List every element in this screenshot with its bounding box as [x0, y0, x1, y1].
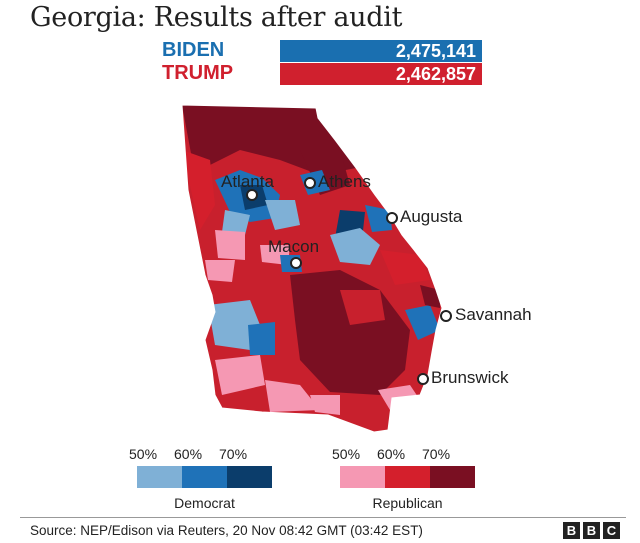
legend-swatch-rep-70	[430, 466, 475, 488]
legend-swatch-rep-50	[340, 466, 385, 488]
city-label-brunswick: Brunswick	[431, 368, 509, 387]
legend-swatch-dem-60	[182, 466, 227, 488]
city-label-savannah: Savannah	[455, 305, 532, 324]
city-label-athens: Athens	[318, 172, 371, 191]
bbc-logo: B B C	[563, 522, 620, 539]
biden-vote-bar: 2,475,141	[280, 40, 482, 62]
bbc-logo-letter: B	[563, 522, 580, 539]
city-augusta: Augusta	[386, 207, 463, 226]
legend-swatch-rep-60	[385, 466, 430, 488]
city-atlanta: Atlanta	[221, 172, 274, 201]
city-athens: Athens	[304, 172, 371, 191]
footer-divider	[20, 517, 626, 518]
legend-swatch-dem-50	[137, 466, 182, 488]
georgia-county-map: Atlanta Athens Augusta Macon Savannah Br…	[181, 104, 532, 433]
city-savannah: Savannah	[440, 305, 532, 324]
biden-label: BIDEN	[162, 39, 225, 61]
city-label-augusta: Augusta	[400, 207, 463, 226]
city-macon: Macon	[268, 237, 319, 269]
legend-label-democrat: Democrat	[174, 495, 235, 511]
legend-tick: 70%	[219, 446, 248, 462]
legend-tick: 50%	[332, 446, 361, 462]
legend-label-republican: Republican	[372, 495, 443, 511]
city-brunswick: Brunswick	[417, 368, 509, 387]
legend-tick: 70%	[422, 446, 451, 462]
legend-republican: 50% 60% 70% Republican	[332, 446, 475, 511]
legend-tick: 50%	[129, 446, 158, 462]
legend-tick: 60%	[174, 446, 203, 462]
trump-label: TRUMP	[162, 62, 234, 84]
map-title: Georgia: Results after audit	[30, 2, 403, 33]
bbc-logo-letter: C	[603, 522, 620, 539]
legend-swatch-dem-70	[227, 466, 272, 488]
trump-vote-bar: 2,462,857	[280, 63, 482, 85]
legend-tick: 60%	[377, 446, 406, 462]
source-note: Source: NEP/Edison via Reuters, 20 Nov 0…	[30, 523, 423, 538]
city-label-macon: Macon	[268, 237, 319, 256]
city-label-atlanta: Atlanta	[221, 172, 274, 191]
legend-democrat: 50% 60% 70% Democrat	[129, 446, 272, 511]
bbc-logo-letter: B	[583, 522, 600, 539]
